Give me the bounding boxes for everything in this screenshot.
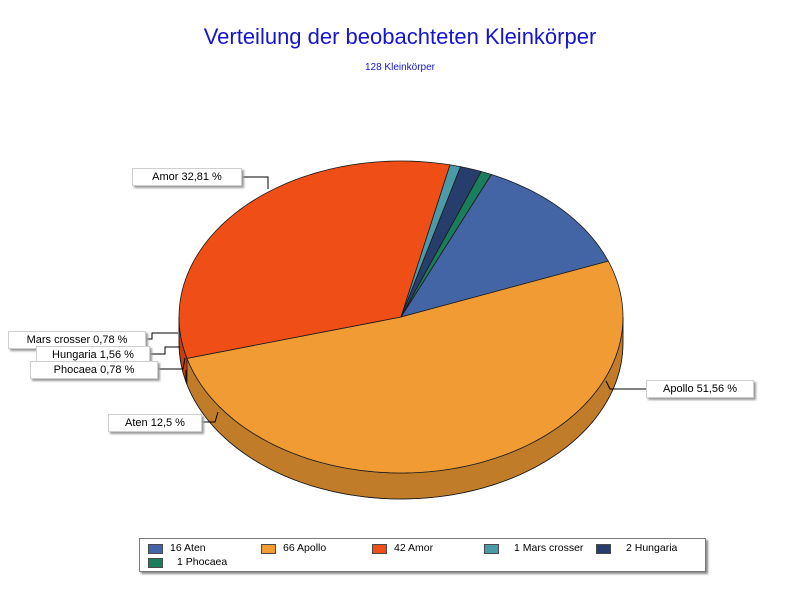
leader-line-hungaria	[148, 346, 180, 355]
pie-top	[178, 160, 624, 474]
callout-hungaria: Hungaria 1,56 %	[36, 346, 150, 364]
leader-line-apollo	[605, 380, 646, 390]
leader-line-amor	[240, 176, 269, 189]
callout-phocaea: Phocaea 0,78 %	[30, 361, 158, 379]
chart-subtitle: 128 Kleinkörper	[364, 62, 436, 73]
leader-line-mars-crosser	[144, 332, 178, 340]
callout-amor: Amor 32,81 %	[132, 168, 242, 186]
legend-swatch-phocaea	[148, 558, 163, 568]
legend-label-hungaria: 2 Hungaria	[626, 542, 678, 554]
pie-outline	[178, 317, 624, 500]
legend-swatch-amor	[372, 544, 387, 554]
pie-slice-apollo	[186, 260, 624, 474]
legend: 16 Aten 66 Apollo 42 Amor 1 Mars crosser…	[139, 538, 706, 572]
callout-apollo: Apollo 51,56 %	[646, 380, 754, 398]
legend-label-mars-crosser: 1 Mars crosser	[514, 542, 584, 554]
legend-label-apollo: 66 Apollo	[283, 542, 327, 554]
legend-swatch-mars-crosser	[484, 544, 499, 554]
pie-slice-phocaea	[400, 171, 492, 318]
pie-slice-aten	[400, 174, 609, 318]
leader-line-phocaea	[156, 357, 186, 370]
callout-aten: Aten 12,5 %	[108, 414, 202, 432]
legend-label-phocaea: 1 Phocaea	[177, 556, 228, 568]
legend-swatch-aten	[148, 544, 163, 554]
legend-label-amor: 42 Amor	[394, 542, 434, 554]
leader-line-aten	[200, 411, 219, 423]
legend-swatch-apollo	[261, 544, 276, 554]
legend-swatch-hungaria	[596, 544, 611, 554]
callout-mars-crosser: Mars crosser 0,78 %	[8, 331, 146, 349]
pie-slice-amor	[178, 160, 451, 359]
leader-lines	[144, 176, 646, 423]
legend-label-aten: 16 Aten	[170, 542, 206, 554]
chart-title: Verteilung der beobachteten Kleinkörper	[203, 24, 597, 49]
